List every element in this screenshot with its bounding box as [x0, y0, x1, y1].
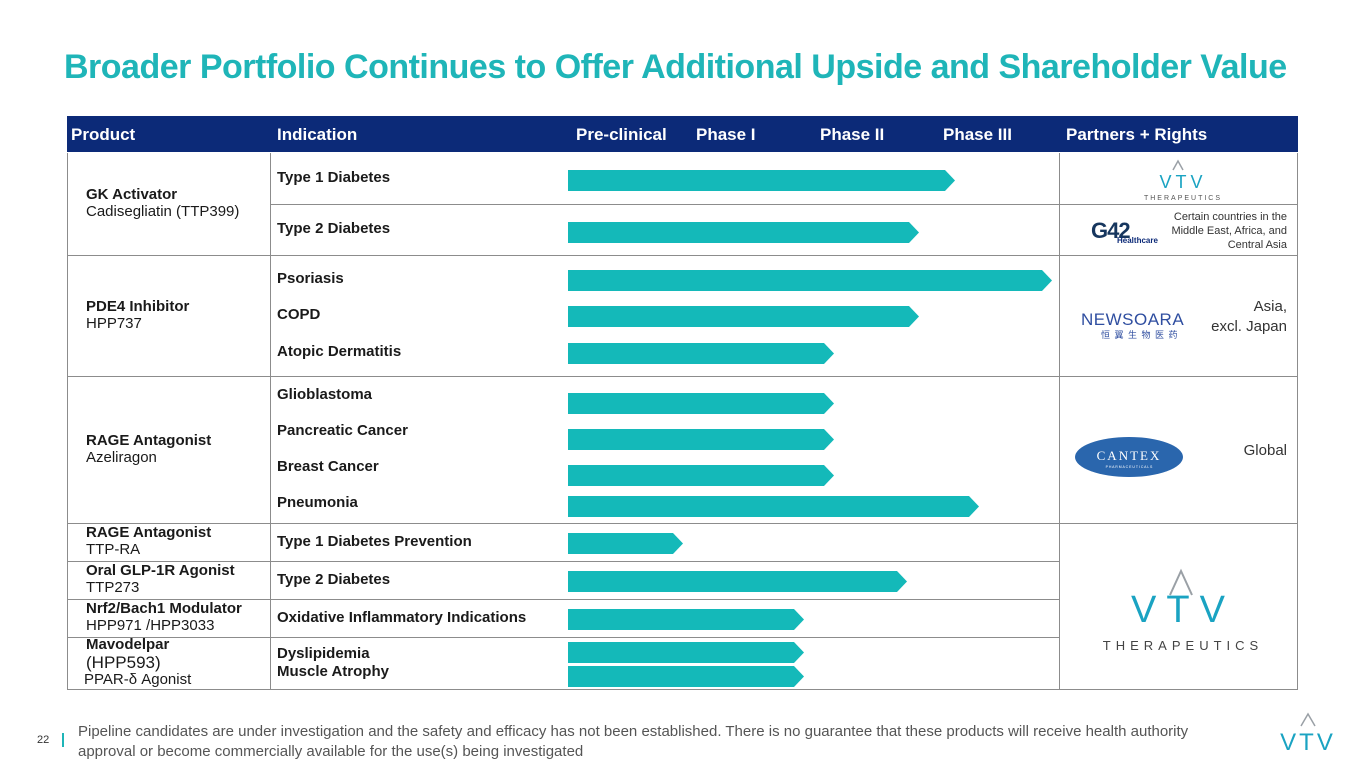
product-name: PDE4 Inhibitor	[86, 298, 190, 315]
product-class: PPAR-δ Agonist	[84, 671, 192, 688]
grid-line	[67, 561, 1060, 562]
header-phase2: Phase II	[820, 125, 885, 144]
product-name: Nrf2/Bach1 Modulator	[86, 600, 242, 617]
product-code: TTP273	[86, 579, 140, 596]
indication-label: Oxidative Inflammatory Indications	[277, 609, 527, 626]
product-code: HPP971 /HPP3033	[86, 617, 215, 634]
pipeline-bar	[568, 571, 907, 592]
indication-label: Type 2 Diabetes	[277, 571, 391, 588]
g42-logo: G42	[1091, 218, 1131, 243]
pipeline-bar	[568, 533, 683, 554]
pipeline-bar	[568, 393, 834, 414]
g42-logo-subtext: Healthcare	[1117, 236, 1158, 245]
pipeline-bar	[568, 465, 834, 486]
indication-label: Pneumonia	[277, 494, 358, 511]
newsoara-logo: NEWSOARA	[1081, 310, 1185, 329]
grid-line	[67, 153, 68, 690]
grid-line	[1297, 153, 1298, 690]
vtv-footer-logo-text: VTV	[1280, 729, 1336, 754]
newsoara-rights: Asia, excl. Japan	[1190, 297, 1287, 337]
vtv-logo-text: VTV	[1159, 172, 1206, 192]
cantex-logo-subtext: P H A R M A C E U T I C A L S	[1106, 465, 1153, 469]
header-preclinical: Pre-clinical	[576, 125, 667, 144]
cantex-logo: CANTEX P H A R M A C E U T I C A L S	[1075, 437, 1183, 477]
header-phase3: Phase III	[943, 125, 1012, 144]
vtv-logo-large-text: VTV	[1131, 589, 1235, 631]
product-name: Oral GLP-1R Agonist	[86, 562, 235, 579]
pipeline-bar	[568, 306, 919, 327]
header-indication: Indication	[277, 125, 358, 144]
indication-label: Glioblastoma	[277, 386, 373, 403]
indication-label: Type 1 Diabetes Prevention	[277, 533, 472, 550]
newsoara-rights-line: Asia,	[1253, 298, 1287, 315]
grid-line	[67, 376, 1298, 377]
vtv-logo-large: VTV THERAPEUTICS	[1103, 568, 1263, 653]
indication-label: COPD	[277, 306, 321, 323]
disclaimer: Pipeline candidates are under investigat…	[78, 723, 1189, 760]
g42-rights: Certain countries in the Middle East, Af…	[1171, 211, 1287, 251]
page-title: Broader Portfolio Continues to Offer Add…	[64, 48, 1287, 86]
pipeline-bar	[568, 270, 1052, 291]
product-code: Cadisegliatin (TTP399)	[86, 203, 240, 220]
vtv-logo-subtext: THERAPEUTICS	[1144, 195, 1222, 202]
pipeline-bar	[568, 609, 804, 630]
vtv-footer-logo: VTV	[1280, 712, 1336, 754]
indication-label: Type 2 Diabetes	[277, 220, 391, 237]
vtv-logo: VTV THERAPEUTICS	[1144, 159, 1222, 202]
header-product: Product	[71, 125, 136, 144]
product-name: GK Activator	[86, 186, 178, 203]
grid-line	[1059, 204, 1298, 205]
pipeline-bar	[568, 170, 955, 191]
grid-line	[67, 689, 1298, 690]
pipeline-bar	[568, 343, 834, 364]
grid-line	[1059, 153, 1060, 690]
grid-line	[67, 599, 1060, 600]
indication-label: Muscle Atrophy	[277, 663, 389, 680]
cantex-logo-text: CANTEX	[1097, 448, 1162, 463]
grid-line	[67, 637, 1060, 638]
footer-divider	[62, 733, 64, 747]
newsoara-logo-subtext: 恒 翼 生 物 医 药	[1101, 330, 1179, 340]
product-code: (HPP593)	[86, 653, 161, 672]
header-partners: Partners + Rights	[1066, 125, 1208, 144]
product-code: TTP-RA	[86, 541, 141, 558]
indication-label: Type 1 Diabetes	[277, 169, 391, 186]
table-header	[67, 116, 1298, 152]
newsoara-rights-line: excl. Japan	[1211, 318, 1287, 335]
cantex-rights: Global	[1243, 442, 1287, 459]
grid-line	[67, 255, 1298, 256]
pipeline-bar	[568, 642, 804, 663]
product-name: RAGE Antagonist	[86, 524, 212, 541]
product-name: Mavodelpar	[86, 636, 170, 653]
indication-label: Dyslipidemia	[277, 645, 370, 662]
grid-line	[67, 523, 1298, 524]
page-number: 22	[37, 734, 50, 746]
indication-label: Pancreatic Cancer	[277, 422, 408, 439]
header-phase1: Phase I	[696, 125, 756, 144]
product-name: RAGE Antagonist	[86, 432, 212, 449]
product-code: Azeliragon	[86, 449, 157, 466]
indication-label: Breast Cancer	[277, 458, 379, 475]
indication-label: Atopic Dermatitis	[277, 343, 402, 360]
pipeline-bar	[568, 222, 919, 243]
product-code: HPP737	[86, 315, 142, 332]
pipeline-bar	[568, 666, 804, 687]
pipeline-bar	[568, 429, 834, 450]
grid-line	[270, 204, 1060, 205]
indication-label: Psoriasis	[277, 270, 344, 287]
grid-line	[270, 153, 271, 690]
pipeline-bar	[568, 496, 979, 517]
vtv-logo-large-subtext: THERAPEUTICS	[1103, 638, 1263, 653]
